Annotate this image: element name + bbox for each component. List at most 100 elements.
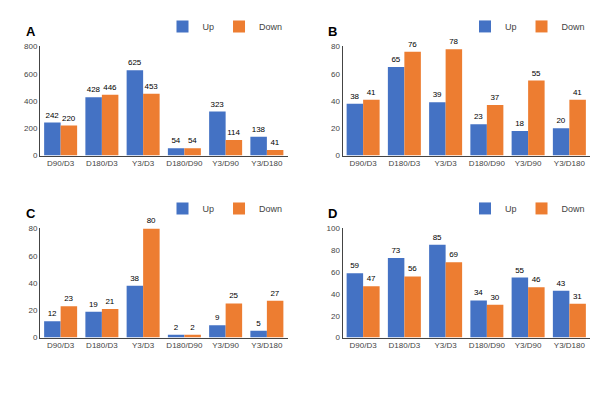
svg-text:30: 30 — [490, 293, 499, 302]
svg-text:80: 80 — [331, 42, 340, 51]
svg-text:41: 41 — [270, 138, 279, 147]
svg-text:80: 80 — [331, 246, 340, 255]
svg-text:Y3/D90: Y3/D90 — [212, 341, 239, 350]
svg-text:54: 54 — [171, 136, 180, 145]
svg-text:D90/D3: D90/D3 — [47, 159, 75, 168]
svg-text:25: 25 — [229, 291, 238, 300]
svg-text:59: 59 — [350, 261, 359, 270]
svg-text:78: 78 — [449, 37, 458, 46]
svg-text:Up: Up — [505, 204, 517, 214]
svg-text:D: D — [328, 206, 337, 221]
svg-text:100: 100 — [327, 224, 341, 233]
svg-text:40: 40 — [331, 97, 340, 106]
svg-text:Down: Down — [562, 22, 585, 32]
svg-text:39: 39 — [433, 90, 442, 99]
svg-text:D180/D3: D180/D3 — [389, 341, 421, 350]
svg-text:Y3/D90: Y3/D90 — [515, 159, 542, 168]
svg-text:Up: Up — [505, 22, 517, 32]
svg-text:20: 20 — [28, 306, 37, 315]
svg-text:40: 40 — [28, 279, 37, 288]
svg-text:40: 40 — [331, 290, 340, 299]
svg-text:46: 46 — [532, 275, 541, 284]
svg-text:20: 20 — [556, 116, 565, 125]
svg-text:D180/D90: D180/D90 — [166, 159, 203, 168]
svg-text:9: 9 — [215, 313, 220, 322]
svg-text:80: 80 — [147, 216, 156, 225]
svg-text:43: 43 — [556, 279, 565, 288]
svg-text:80: 80 — [28, 224, 37, 233]
svg-text:69: 69 — [449, 250, 458, 259]
svg-text:60: 60 — [331, 70, 340, 79]
svg-text:Y3/D90: Y3/D90 — [212, 159, 239, 168]
svg-text:12: 12 — [48, 309, 57, 318]
svg-text:85: 85 — [433, 233, 442, 242]
svg-text:73: 73 — [391, 246, 400, 255]
svg-text:323: 323 — [210, 100, 224, 109]
svg-text:D180/D90: D180/D90 — [469, 341, 506, 350]
svg-text:47: 47 — [367, 274, 376, 283]
svg-text:453: 453 — [144, 82, 158, 91]
svg-text:220: 220 — [62, 114, 76, 123]
svg-text:55: 55 — [515, 266, 524, 275]
svg-text:38: 38 — [350, 92, 359, 101]
svg-text:D180/D90: D180/D90 — [166, 341, 203, 350]
svg-text:76: 76 — [408, 40, 417, 49]
svg-text:23: 23 — [474, 112, 483, 121]
svg-text:20: 20 — [331, 312, 340, 321]
svg-text:D180/D3: D180/D3 — [86, 159, 118, 168]
svg-text:37: 37 — [490, 93, 499, 102]
svg-text:D90/D3: D90/D3 — [350, 341, 378, 350]
svg-text:23: 23 — [64, 294, 73, 303]
svg-text:446: 446 — [103, 83, 117, 92]
svg-text:400: 400 — [24, 97, 38, 106]
svg-text:41: 41 — [573, 88, 582, 97]
svg-text:Up: Up — [203, 22, 215, 32]
svg-text:Down: Down — [259, 204, 282, 214]
svg-text:A: A — [26, 24, 36, 39]
svg-text:Y3/D3: Y3/D3 — [132, 341, 155, 350]
svg-text:138: 138 — [252, 125, 266, 134]
svg-text:D90/D3: D90/D3 — [47, 341, 75, 350]
svg-text:19: 19 — [89, 300, 98, 309]
svg-text:27: 27 — [270, 289, 279, 298]
svg-text:0: 0 — [33, 333, 38, 342]
svg-text:2: 2 — [190, 323, 195, 332]
svg-text:Y3/D3: Y3/D3 — [435, 159, 458, 168]
svg-text:D180/D90: D180/D90 — [469, 159, 506, 168]
svg-text:38: 38 — [130, 274, 139, 283]
svg-text:Y3/D180: Y3/D180 — [251, 341, 283, 350]
svg-text:B: B — [328, 24, 337, 39]
svg-text:Y3/D3: Y3/D3 — [435, 341, 458, 350]
svg-text:18: 18 — [515, 119, 524, 128]
svg-text:114: 114 — [227, 128, 240, 137]
svg-text:0: 0 — [335, 333, 340, 342]
svg-text:Y3/D180: Y3/D180 — [251, 159, 283, 168]
svg-text:56: 56 — [408, 264, 417, 273]
svg-text:242: 242 — [45, 111, 59, 120]
svg-text:Down: Down — [259, 22, 282, 32]
svg-text:21: 21 — [105, 297, 114, 306]
svg-text:D180/D3: D180/D3 — [389, 159, 421, 168]
svg-text:200: 200 — [24, 124, 38, 133]
svg-text:Y3/D180: Y3/D180 — [554, 159, 586, 168]
svg-text:54: 54 — [188, 136, 197, 145]
svg-text:800: 800 — [24, 42, 38, 51]
svg-text:Up: Up — [203, 204, 215, 214]
svg-text:31: 31 — [573, 292, 582, 301]
svg-text:Y3/D90: Y3/D90 — [515, 341, 542, 350]
svg-text:625: 625 — [128, 58, 142, 67]
svg-text:2: 2 — [174, 323, 179, 332]
svg-text:60: 60 — [28, 252, 37, 261]
svg-text:600: 600 — [24, 70, 38, 79]
svg-text:20: 20 — [331, 124, 340, 133]
svg-text:34: 34 — [474, 288, 483, 297]
svg-text:41: 41 — [367, 88, 376, 97]
svg-text:D90/D3: D90/D3 — [350, 159, 378, 168]
svg-text:Down: Down — [562, 204, 585, 214]
svg-text:65: 65 — [391, 55, 400, 64]
svg-text:0: 0 — [33, 151, 38, 160]
svg-text:60: 60 — [331, 268, 340, 277]
svg-text:0: 0 — [335, 151, 340, 160]
svg-text:Y3/D3: Y3/D3 — [132, 159, 155, 168]
svg-text:C: C — [26, 206, 36, 221]
